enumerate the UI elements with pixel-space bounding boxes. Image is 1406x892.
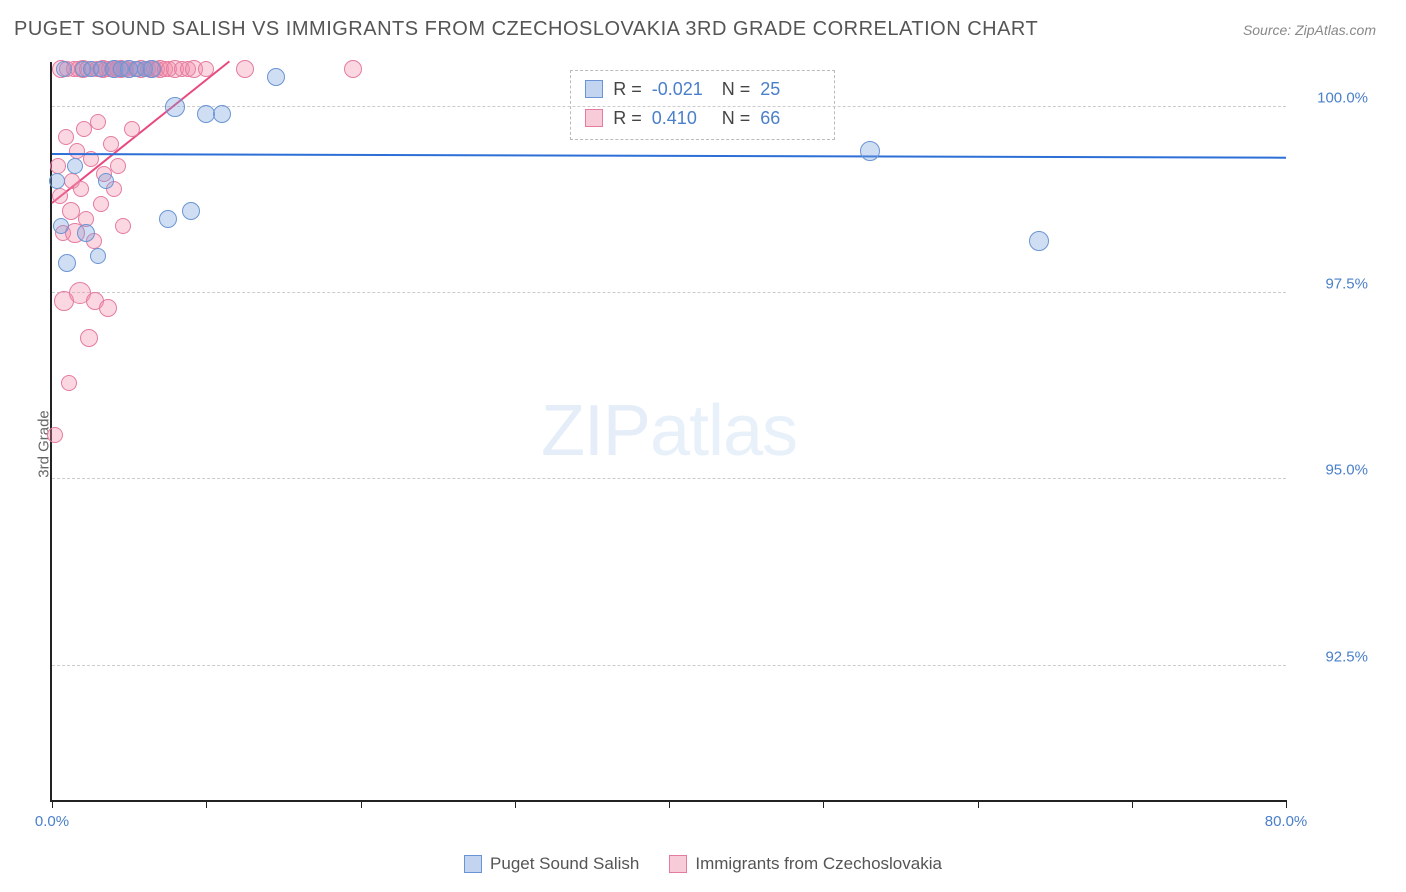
x-tick	[1132, 800, 1133, 808]
scatter-point	[143, 60, 161, 78]
legend-label: Immigrants from Czechoslovakia	[695, 854, 942, 874]
scatter-point	[52, 188, 68, 204]
scatter-point	[53, 218, 69, 234]
scatter-point	[90, 248, 106, 264]
stats-r-value: 0.410	[652, 104, 712, 133]
watermark: ZIPatlas	[541, 390, 797, 472]
scatter-point	[67, 158, 83, 174]
y-tick-label: 92.5%	[1325, 648, 1368, 665]
scatter-point	[90, 114, 106, 130]
scatter-point	[98, 173, 114, 189]
x-tick	[669, 800, 670, 808]
scatter-point	[159, 210, 177, 228]
watermark-strong: ZIP	[541, 391, 650, 471]
chart-title: PUGET SOUND SALISH VS IMMIGRANTS FROM CZ…	[14, 18, 1038, 41]
legend-swatch-0	[464, 855, 482, 873]
scatter-point	[80, 329, 98, 347]
gridline-h	[52, 106, 1286, 107]
x-tick	[361, 800, 362, 808]
stats-r-label: R =	[613, 104, 642, 133]
stats-n-label: N =	[722, 75, 751, 104]
x-tick-label: 0.0%	[35, 813, 69, 830]
scatter-point	[56, 61, 72, 77]
scatter-point	[165, 97, 185, 117]
scatter-point	[110, 158, 126, 174]
scatter-point	[198, 61, 214, 77]
y-tick-label: 95.0%	[1325, 462, 1368, 479]
x-tick	[1286, 800, 1287, 808]
chart-area: 3rd Grade ZIPatlas R = -0.021 N = 25 R =…	[14, 56, 1376, 832]
y-tick-label: 100.0%	[1317, 89, 1368, 106]
scatter-point	[49, 173, 65, 189]
scatter-point	[860, 141, 880, 161]
gridline-h	[52, 292, 1286, 293]
scatter-point	[182, 202, 200, 220]
y-tick-label: 97.5%	[1325, 276, 1368, 293]
scatter-point	[77, 224, 95, 242]
scatter-point	[62, 202, 80, 220]
x-tick	[823, 800, 824, 808]
stats-row: R = -0.021 N = 25	[585, 75, 820, 104]
scatter-point	[99, 299, 117, 317]
scatter-point	[124, 121, 140, 137]
scatter-point	[1029, 231, 1049, 251]
stats-r-value: -0.021	[652, 75, 712, 104]
legend-item: Puget Sound Salish	[464, 854, 639, 874]
scatter-point	[344, 60, 362, 78]
stats-n-value: 25	[760, 75, 820, 104]
scatter-point	[58, 254, 76, 272]
bottom-legend: Puget Sound Salish Immigrants from Czech…	[0, 854, 1406, 874]
stats-n-label: N =	[722, 104, 751, 133]
legend-item: Immigrants from Czechoslovakia	[669, 854, 942, 874]
scatter-point	[267, 68, 285, 86]
scatter-point	[73, 181, 89, 197]
x-tick	[978, 800, 979, 808]
stats-n-value: 66	[760, 104, 820, 133]
scatter-point	[213, 105, 231, 123]
regression-line	[52, 153, 1286, 159]
stats-row: R = 0.410 N = 66	[585, 104, 820, 133]
scatter-point	[103, 136, 119, 152]
scatter-point	[236, 60, 254, 78]
stats-swatch-1	[585, 109, 603, 127]
x-tick-label: 80.0%	[1265, 813, 1308, 830]
scatter-point	[58, 129, 74, 145]
gridline-h	[52, 478, 1286, 479]
scatter-point	[47, 427, 63, 443]
scatter-point	[50, 158, 66, 174]
legend-label: Puget Sound Salish	[490, 854, 639, 874]
header: PUGET SOUND SALISH VS IMMIGRANTS FROM CZ…	[0, 0, 1406, 51]
gridline-h	[52, 665, 1286, 666]
scatter-point	[61, 375, 77, 391]
scatter-point	[93, 196, 109, 212]
watermark-light: atlas	[650, 391, 797, 471]
plot-region: ZIPatlas R = -0.021 N = 25 R = 0.410 N =…	[50, 62, 1286, 802]
source-label: Source: ZipAtlas.com	[1243, 22, 1376, 38]
legend-swatch-1	[669, 855, 687, 873]
x-tick	[515, 800, 516, 808]
scatter-point	[115, 218, 131, 234]
stats-swatch-0	[585, 80, 603, 98]
x-tick	[52, 800, 53, 808]
stats-r-label: R =	[613, 75, 642, 104]
x-tick	[206, 800, 207, 808]
